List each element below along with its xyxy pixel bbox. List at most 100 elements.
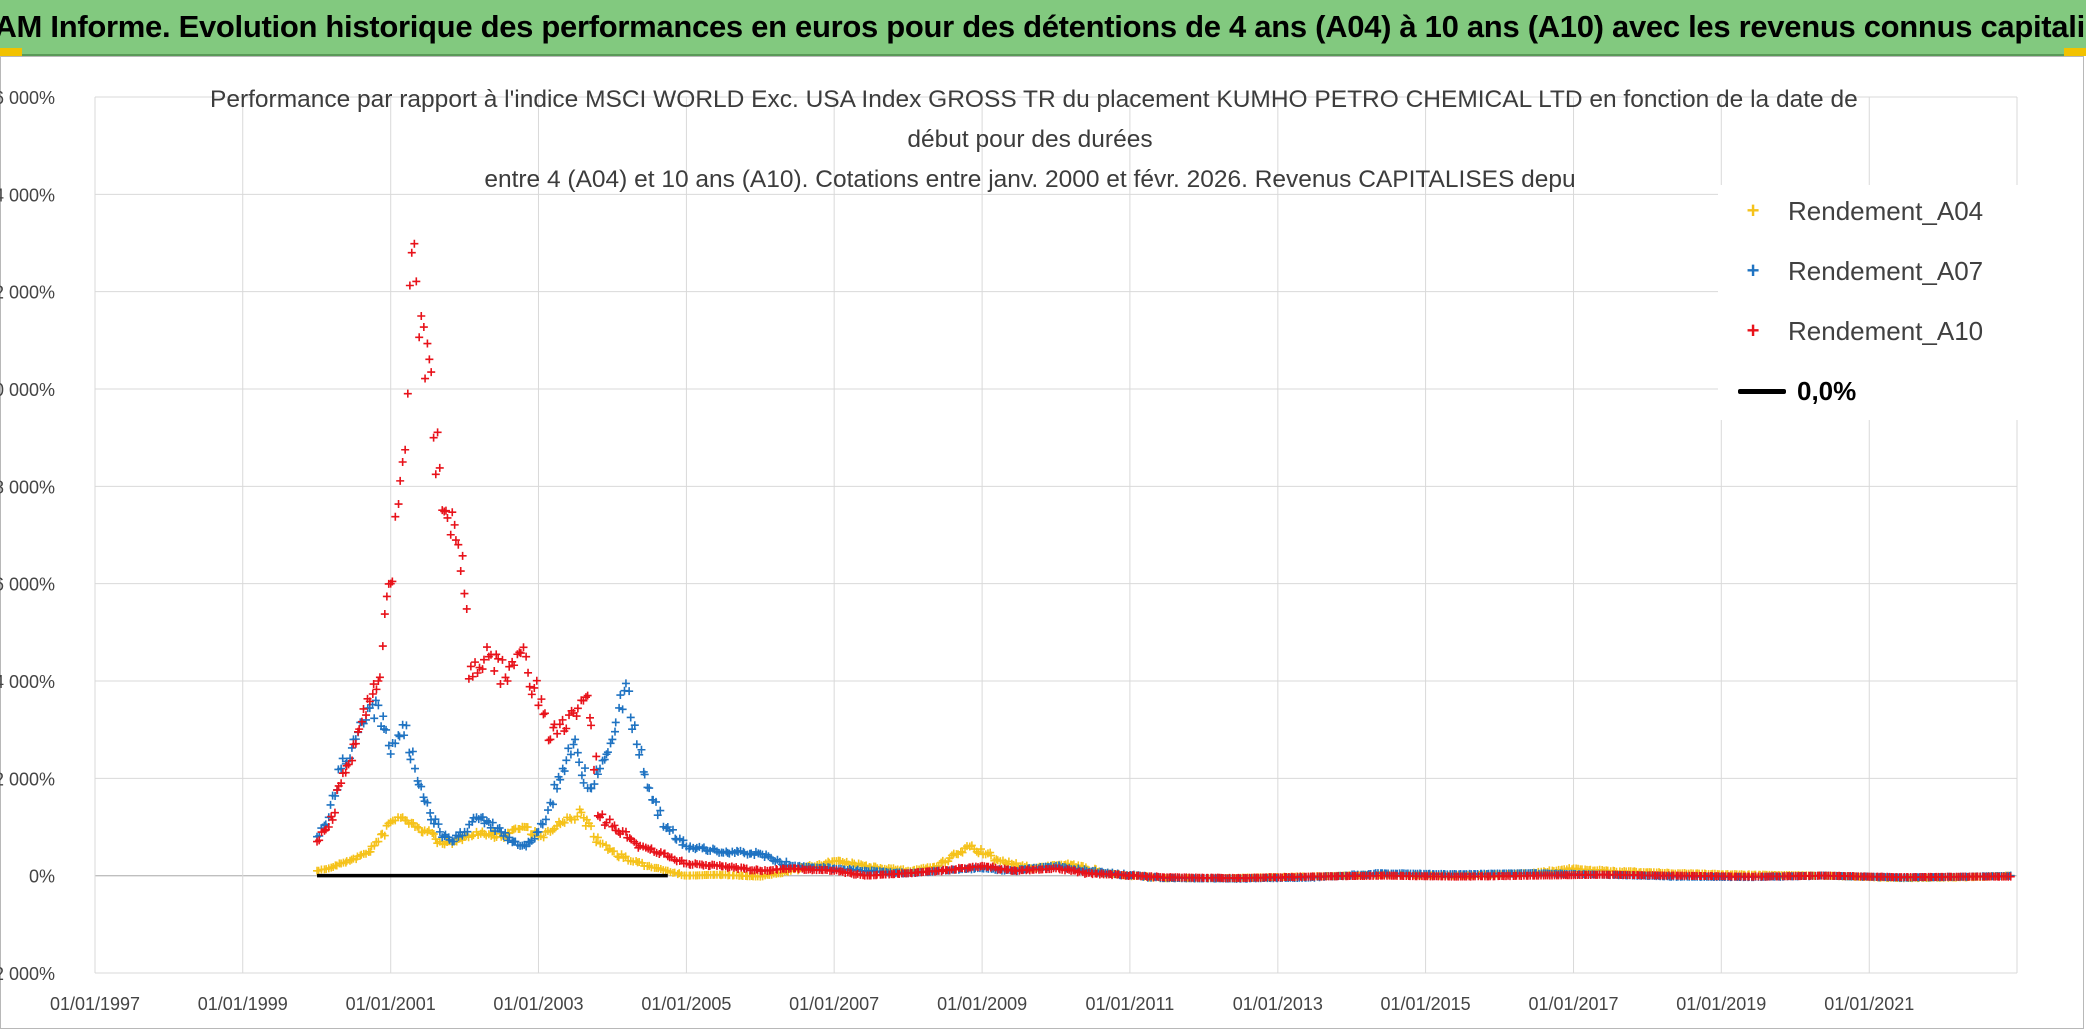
data-point — [419, 793, 428, 802]
data-point — [440, 507, 449, 516]
report-title: ADAM Informe. Evolution historique des p… — [0, 9, 2086, 44]
data-point — [454, 540, 463, 549]
data-point — [560, 818, 569, 827]
y-tick-label: 0% — [29, 867, 55, 887]
data-point — [602, 841, 611, 850]
chart-legend: + Rendement_A04 + Rendement_A07 + Rendem… — [1718, 185, 2018, 420]
x-tick-label: 01/01/2011 — [1085, 994, 1174, 1014]
data-point — [382, 725, 391, 734]
data-point — [374, 701, 383, 710]
data-point — [503, 677, 512, 685]
data-point — [486, 823, 495, 832]
data-point — [471, 658, 480, 667]
data-point — [398, 458, 407, 466]
data-point — [565, 711, 574, 720]
data-point — [460, 589, 469, 598]
data-point — [326, 800, 335, 809]
data-point — [626, 713, 635, 722]
data-point — [375, 673, 384, 682]
data-point — [611, 727, 620, 736]
data-point — [395, 732, 404, 741]
data-point — [451, 536, 460, 545]
data-point — [625, 834, 634, 843]
data-point — [577, 771, 586, 780]
data-point — [522, 842, 531, 851]
data-point — [414, 823, 423, 832]
data-point — [413, 822, 422, 831]
report-banner: ADAM Informe. Evolution historique des p… — [0, 0, 2086, 56]
data-point — [540, 709, 549, 718]
data-point — [708, 844, 717, 853]
data-point — [609, 847, 618, 856]
data-point — [605, 815, 614, 824]
data-point — [379, 712, 388, 721]
data-point — [467, 832, 476, 841]
data-point — [592, 838, 601, 847]
data-point — [505, 662, 514, 671]
data-point — [498, 655, 507, 664]
data-point — [573, 704, 582, 713]
data-point — [532, 676, 541, 685]
data-point — [645, 784, 654, 793]
data-point — [635, 750, 644, 759]
data-point — [637, 745, 646, 754]
data-point — [431, 835, 440, 844]
x-tick-label: 01/01/2003 — [493, 994, 583, 1014]
data-point — [617, 850, 626, 859]
data-point — [458, 551, 467, 560]
data-point — [371, 696, 380, 705]
data-point — [530, 834, 539, 843]
data-point — [434, 820, 443, 829]
data-point — [365, 697, 374, 706]
data-point — [656, 806, 665, 815]
data-point — [380, 610, 389, 619]
data-point — [530, 683, 539, 692]
series-rendement_a04 — [313, 805, 2015, 883]
data-point — [351, 739, 360, 748]
data-point — [501, 828, 510, 837]
x-tick-label: 01/01/2005 — [641, 994, 731, 1014]
data-point — [423, 339, 432, 348]
series-rendement_a07 — [313, 679, 2015, 883]
x-tick-label: 01/01/2013 — [1233, 994, 1323, 1014]
data-point — [405, 748, 414, 757]
data-point — [337, 764, 346, 773]
data-point — [410, 764, 419, 773]
data-point — [448, 508, 457, 517]
data-point — [555, 720, 564, 729]
data-point — [560, 767, 569, 776]
data-point — [441, 506, 450, 515]
data-point — [505, 833, 514, 842]
x-tick-label: 01/01/1999 — [198, 994, 288, 1014]
x-tick-label: 01/01/2019 — [1676, 994, 1766, 1014]
data-point — [425, 355, 434, 364]
data-point — [974, 849, 983, 858]
data-point — [412, 277, 421, 286]
data-point — [496, 679, 505, 688]
chart-title-line-1: Performance par rapport à l'indice MSCI … — [210, 86, 1858, 113]
data-point — [428, 828, 437, 837]
data-point — [380, 831, 389, 840]
data-point — [534, 827, 543, 836]
legend-item-a04: + Rendement_A04 — [1718, 191, 1984, 231]
data-point — [678, 840, 687, 849]
data-point — [454, 832, 463, 841]
data-point — [406, 755, 415, 764]
data-point — [630, 721, 639, 730]
y-tick-label: 10 000% — [0, 380, 55, 400]
data-point — [558, 715, 567, 724]
data-point — [625, 687, 634, 696]
data-point — [370, 714, 379, 723]
legend-label-a07: Rendement_A07 — [1788, 255, 1984, 286]
data-point — [426, 808, 435, 817]
data-point — [516, 649, 525, 658]
data-point — [401, 445, 410, 454]
data-point — [394, 500, 403, 509]
data-point — [490, 666, 499, 675]
data-point — [603, 845, 612, 854]
data-point — [579, 778, 588, 787]
x-tick-label: 01/01/2017 — [1528, 994, 1618, 1014]
data-point — [653, 811, 662, 820]
data-point — [378, 642, 387, 651]
legend-line-zero — [1738, 388, 1786, 394]
